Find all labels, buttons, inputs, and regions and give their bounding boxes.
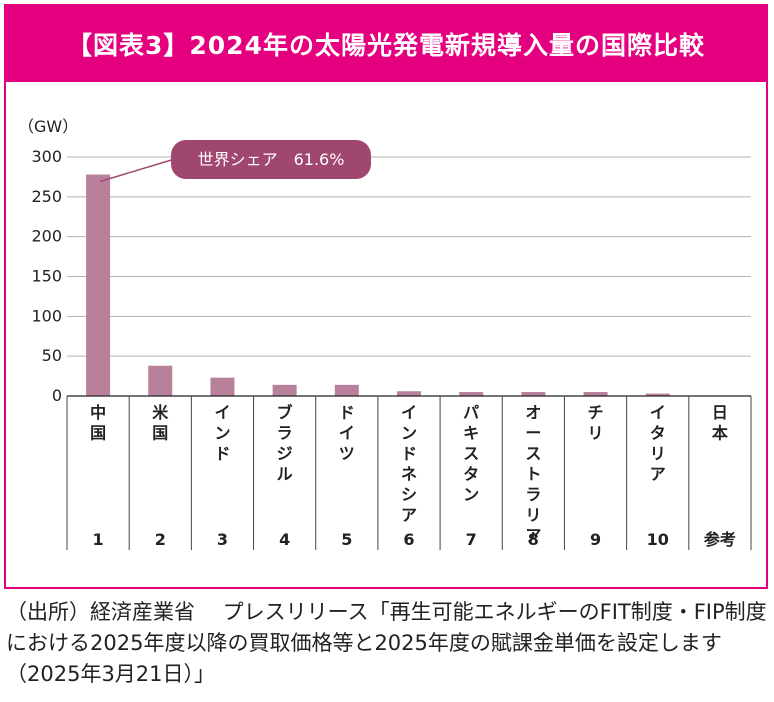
source-note: （出所）経済産業省 プレスリリース「再生可能エネルギーのFIT制度・FIP制度に… (6, 600, 767, 686)
category-label: パキスタン (463, 403, 479, 504)
category-label: 日本 (712, 403, 728, 443)
chart-header: 【図表3】2024年の太陽光発電新規導入量の国際比較 (6, 6, 766, 82)
category-label: イタリア (650, 403, 666, 484)
axes: 0 50 100 150 200 250 300 (31, 147, 752, 550)
bar-2 (148, 365, 173, 396)
category-label: チリ (588, 403, 604, 443)
rank-label: 3 (217, 530, 228, 549)
rank-label: 10 (647, 530, 669, 549)
rank-label: 7 (466, 530, 477, 549)
rank-label: 6 (403, 530, 414, 549)
bar-8 (521, 392, 546, 396)
bar-7 (459, 392, 484, 396)
bar-9 (583, 392, 608, 396)
rank-label: 4 (279, 530, 290, 549)
callout-box (171, 140, 371, 179)
y-tick-label: 250 (31, 187, 62, 206)
rank-label: 参考 (704, 530, 736, 549)
category-label: 中国 (90, 403, 106, 443)
bar-1 (86, 174, 111, 396)
rank-label: 8 (528, 530, 539, 549)
category-label: インドネシア (401, 403, 417, 525)
y-tick-label: 0 (52, 386, 62, 405)
callout-text: 世界シェア 61.6% (198, 150, 345, 169)
y-axis-label: （GW） (18, 117, 78, 136)
category-label: 米国 (152, 403, 169, 443)
category-label: ブラジル (277, 403, 293, 484)
category-labels: 中国 1 米国 2 インド 3 ブラジル 4 ドイツ 5 インドネシア 6 パキスタン 7 オーストラリア8… (90, 403, 736, 549)
y-tick-label: 200 (31, 227, 62, 246)
rank-label: 2 (155, 530, 166, 549)
rank-label: 9 (590, 530, 601, 549)
bar-3 (210, 377, 235, 396)
gridlines (67, 156, 751, 357)
bars (86, 174, 670, 396)
rank-label: 5 (341, 530, 352, 549)
y-tick-label: 50 (42, 346, 62, 365)
rank-label: 1 (93, 530, 104, 549)
chart-title: 【図表3】2024年の太陽光発電新規導入量の国際比較 (67, 31, 705, 60)
bar-5 (334, 384, 359, 396)
callout-pointer (99, 158, 174, 183)
category-label: オーストラリア (525, 403, 541, 545)
category-label: ドイツ (339, 403, 355, 463)
share-callout: 世界シェア 61.6% (99, 140, 371, 183)
y-tick-label: 150 (31, 267, 62, 286)
bar-6 (397, 391, 421, 396)
y-tick-label: 300 (31, 147, 62, 166)
chart-frame: 【図表3】2024年の太陽光発電新規導入量の国際比較 (4, 4, 768, 589)
y-tick-label: 100 (31, 306, 62, 325)
category-label: インド (214, 403, 230, 463)
bar-4 (272, 384, 297, 396)
bar-10 (645, 393, 670, 396)
